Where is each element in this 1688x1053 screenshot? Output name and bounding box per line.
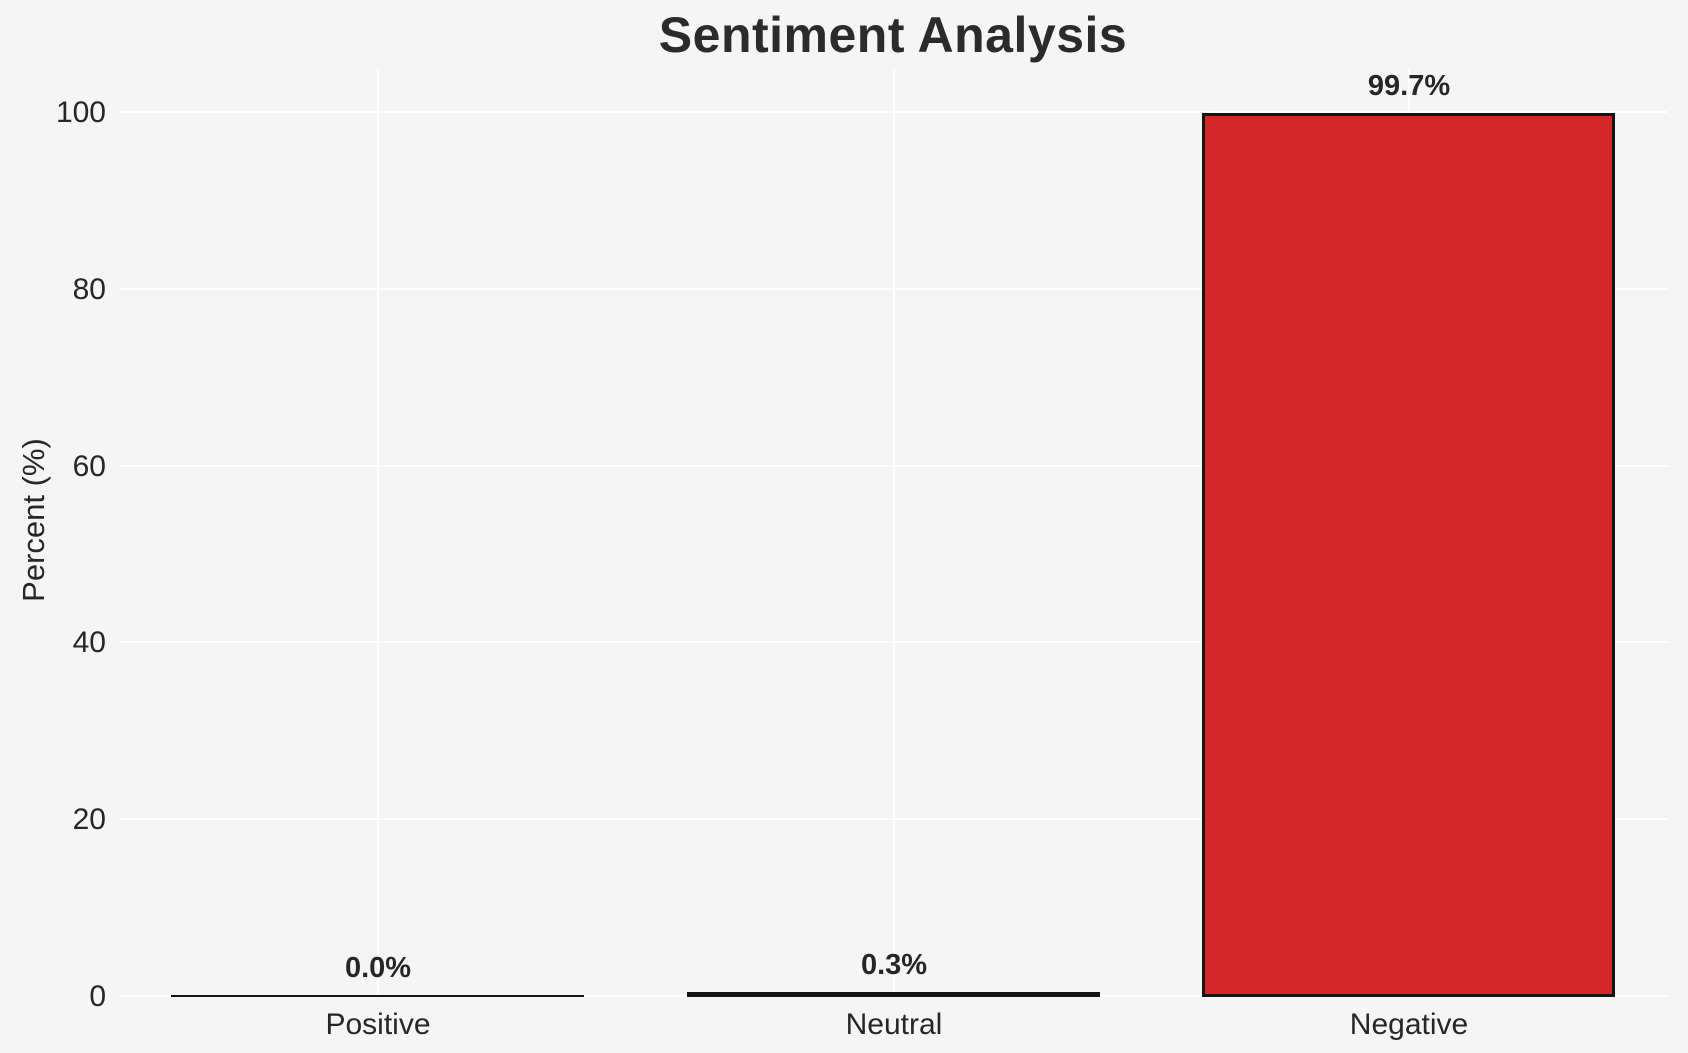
bar-value-label: 99.7%: [1367, 70, 1451, 102]
bar-positive: [171, 995, 584, 997]
y-tick-label: 60: [72, 450, 106, 483]
y-tick-label: 40: [72, 626, 106, 659]
bar-value-label: 0.3%: [860, 949, 928, 981]
y-tick-label: 100: [55, 96, 106, 129]
y-tick-label: 0: [89, 980, 106, 1013]
plot-area: 0.0% 0.3% 99.7%: [120, 69, 1667, 997]
y-tick-label: 20: [72, 803, 106, 836]
chart-title: Sentiment Analysis: [658, 7, 1128, 63]
bar-negative: [1202, 113, 1615, 997]
v-gridline-positive: [377, 69, 379, 997]
x-tick-label: Neutral: [845, 1008, 943, 1041]
y-tick-label: 80: [72, 273, 106, 306]
bar-neutral: [687, 992, 1100, 997]
x-tick-label: Negative: [1349, 1008, 1469, 1041]
x-tick-label: Positive: [325, 1008, 431, 1041]
bar-value-label: 0.0%: [344, 952, 412, 984]
v-gridline-neutral: [893, 69, 895, 997]
